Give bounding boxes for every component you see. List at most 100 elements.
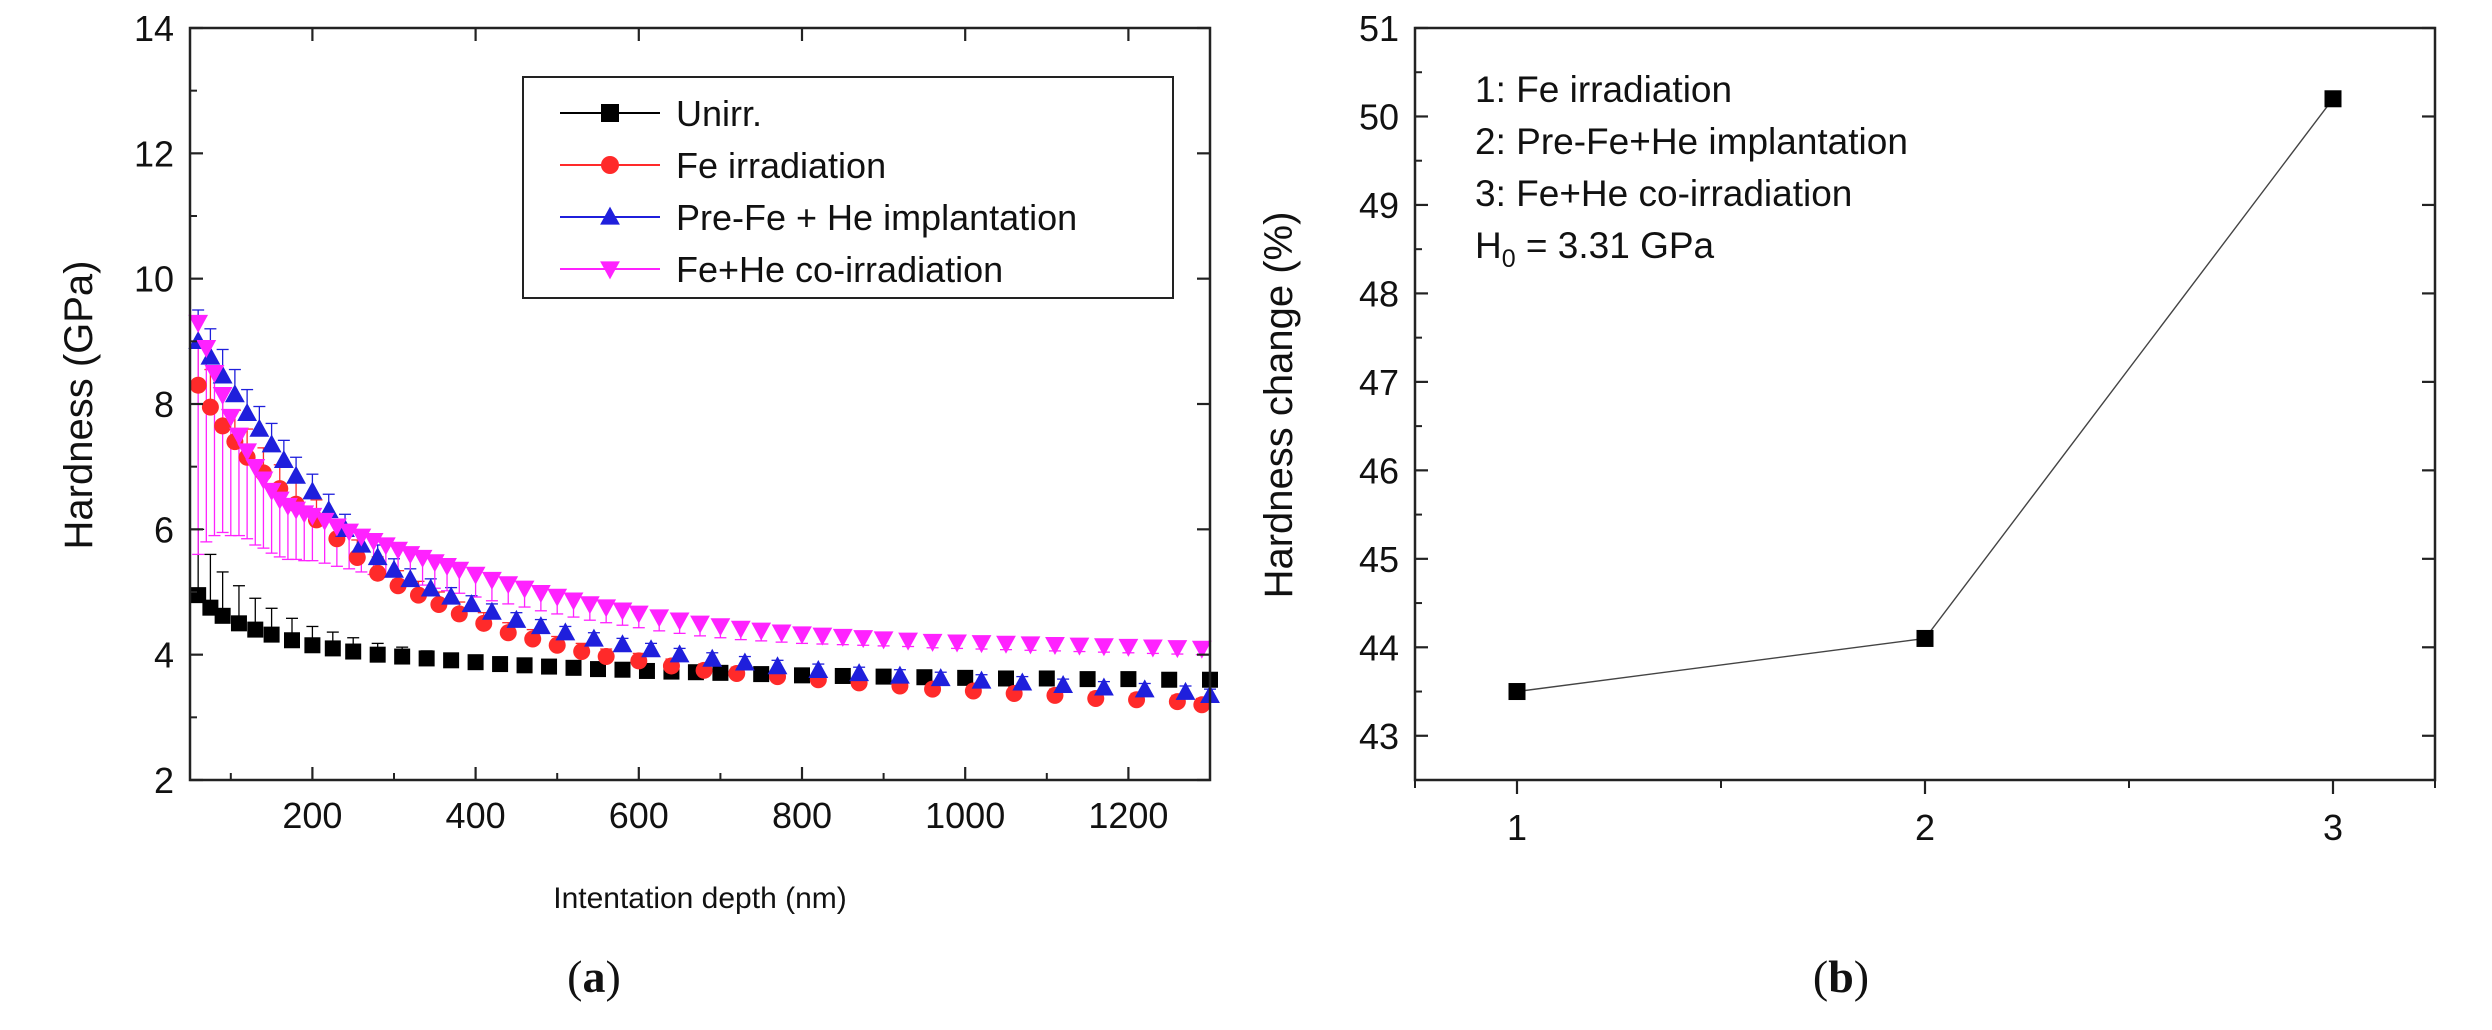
fe-he-co-irradiation-point bbox=[596, 599, 617, 618]
unirr-point bbox=[394, 648, 411, 665]
fe-he-co-irradiation-point bbox=[449, 561, 470, 580]
fe-he-co-irradiation-point bbox=[1191, 640, 1212, 659]
fe-he-co-irradiation-point bbox=[832, 628, 853, 647]
fe-he-co-irradiation-point bbox=[530, 584, 551, 603]
chart-b-h0-symbol: H bbox=[1475, 225, 1502, 266]
y-tick-label: 49 bbox=[1359, 185, 1399, 226]
fe-he-co-irradiation-point bbox=[690, 615, 710, 634]
fe-he-co-irradiation-point bbox=[253, 471, 274, 490]
unirr-point bbox=[492, 656, 509, 673]
annotation-line: 2: Pre-Fe+He implantation bbox=[1475, 121, 1908, 162]
unirr-point bbox=[304, 637, 321, 654]
fe-he-co-irradiation-point bbox=[873, 631, 894, 650]
pre-fe-he-implantation-point bbox=[441, 586, 462, 605]
caption-b: (b) bbox=[1813, 951, 1869, 1002]
chart-b-h0-value: = 3.31 GPa bbox=[1516, 225, 1715, 266]
y-tick-label: 47 bbox=[1359, 362, 1399, 403]
pre-fe-he-implantation-point bbox=[612, 634, 633, 653]
pre-fe-he-implantation-point bbox=[1053, 675, 1074, 694]
unirr-point bbox=[541, 658, 558, 675]
y-tick-label: 8 bbox=[154, 384, 174, 425]
y-tick-label: 4 bbox=[154, 635, 174, 676]
fe-he-co-irradiation-point bbox=[196, 339, 217, 358]
x-tick-label: 1 bbox=[1507, 807, 1527, 848]
pre-fe-he-implantation-point bbox=[200, 346, 221, 365]
unirr-point bbox=[467, 654, 484, 671]
x-tick-label: 600 bbox=[609, 795, 669, 836]
y-tick-label: 44 bbox=[1359, 627, 1399, 668]
fe-he-co-irradiation-point bbox=[465, 566, 486, 585]
pre-fe-he-implantation-point bbox=[930, 668, 951, 687]
chart-a-legend: Unirr. Fe irradiation Pre-Fe + He implanta… bbox=[522, 76, 1174, 299]
y-tick-label: 50 bbox=[1359, 96, 1399, 137]
pre-fe-he-implantation-point bbox=[420, 578, 441, 597]
fe-he-co-irradiation-point bbox=[730, 620, 751, 639]
pre-fe-he-implantation-point bbox=[1012, 672, 1033, 691]
unirr-point bbox=[324, 640, 341, 657]
legend-marker-unirr bbox=[601, 104, 619, 122]
fe-he-co-irradiation-point bbox=[547, 588, 568, 607]
fe-he-co-irradiation-point bbox=[498, 576, 519, 595]
chart-b: 43 44 45 46 47 48 49 50 51 1 2 3 1: Fe irradiation 2… bbox=[1257, 8, 2437, 848]
pre-fe-he-implantation-point bbox=[734, 652, 755, 671]
pre-fe-he-implantation-point bbox=[461, 594, 482, 613]
pre-fe-he-implantation-point bbox=[286, 465, 306, 484]
unirr-point bbox=[614, 661, 631, 678]
fe-irradiation-point bbox=[573, 643, 591, 661]
fe-he-co-irradiation-point bbox=[971, 635, 992, 654]
fe-he-co-irradiation-point bbox=[579, 596, 600, 615]
y-tick-label: 10 bbox=[134, 259, 174, 300]
fe-he-co-irradiation-point bbox=[649, 609, 670, 628]
pre-fe-he-implantation-point bbox=[555, 622, 576, 641]
pre-fe-he-implantation-point bbox=[767, 656, 788, 675]
fe-he-co-irradiation-point bbox=[1069, 637, 1090, 656]
y-tick-label: 6 bbox=[154, 509, 174, 550]
unirr-point bbox=[516, 657, 533, 674]
fe-he-co-irradiation-point bbox=[204, 365, 225, 384]
fe-he-co-irradiation-point bbox=[188, 314, 209, 333]
chart-a-xlabel: Intentation depth (nm) bbox=[553, 882, 847, 915]
hardness-change-point bbox=[1508, 683, 1526, 701]
fe-he-co-irradiation-point bbox=[853, 630, 874, 649]
annotation-line: 3: Fe+He co-irradiation bbox=[1475, 173, 1852, 214]
fe-he-co-irradiation-point bbox=[710, 618, 731, 637]
fe-he-co-irradiation-point bbox=[563, 592, 584, 611]
fe-he-co-irradiation-point bbox=[669, 612, 690, 631]
fe-he-co-irradiation-point bbox=[339, 523, 360, 542]
pre-fe-he-implantation-point bbox=[669, 644, 690, 663]
unirr-point bbox=[998, 670, 1014, 687]
chart-b-annotations: 1: Fe irradiation 2: Pre-Fe+He implantati… bbox=[1475, 69, 1908, 214]
pre-fe-he-implantation-point bbox=[641, 639, 661, 658]
fe-he-co-irradiation-point bbox=[812, 627, 833, 646]
x-tick-label: 2 bbox=[1915, 807, 1935, 848]
chart-a-axes: 200 400 600 800 1000 1200 2 4 6 8 10 12 14 bbox=[134, 8, 1211, 836]
legend-marker-fe-he-co-irradiation bbox=[600, 261, 620, 280]
y-tick-label: 46 bbox=[1359, 450, 1399, 491]
unirr-point bbox=[369, 646, 386, 663]
fe-irradiation-point bbox=[389, 577, 407, 595]
pre-fe-he-implantation-point bbox=[237, 403, 258, 422]
unirr-point bbox=[834, 667, 851, 684]
y-tick-label: 2 bbox=[154, 760, 174, 801]
annotation-line: 1: Fe irradiation bbox=[1475, 69, 1732, 110]
fe-he-co-irradiation-point bbox=[996, 635, 1016, 654]
x-tick-label: 1200 bbox=[1088, 795, 1168, 836]
pre-fe-he-implantation-point bbox=[482, 601, 502, 620]
fe-irradiation-point bbox=[548, 636, 566, 654]
fe-irradiation-point bbox=[499, 624, 517, 642]
legend-marker-fe-irradiation bbox=[601, 156, 619, 174]
fe-he-co-irradiation-point bbox=[245, 459, 266, 478]
x-tick-label: 1000 bbox=[925, 795, 1005, 836]
unirr-point bbox=[443, 652, 460, 669]
x-tick-label: 200 bbox=[282, 795, 342, 836]
fe-irradiation-point bbox=[201, 398, 219, 416]
x-tick-label: 400 bbox=[446, 795, 506, 836]
unirr-point bbox=[284, 632, 300, 649]
pre-fe-he-implantation-point bbox=[849, 663, 870, 682]
unirr-point bbox=[916, 669, 933, 686]
legend-label: Fe irradiation bbox=[676, 145, 886, 186]
fe-he-co-irradiation-point bbox=[1142, 639, 1163, 658]
legend-label: Fe+He co-irradiation bbox=[676, 249, 1003, 290]
y-tick-label: 14 bbox=[134, 8, 174, 49]
x-tick-label: 3 bbox=[2323, 807, 2343, 848]
